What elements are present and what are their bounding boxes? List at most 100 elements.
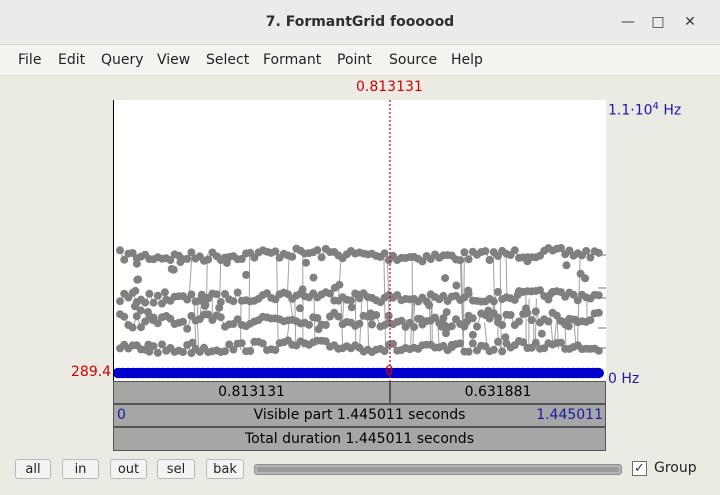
formant-point <box>519 338 528 347</box>
formant-point <box>494 287 502 296</box>
formant-point <box>309 273 318 282</box>
formant-point <box>484 306 493 315</box>
formant-point <box>582 247 591 255</box>
menu-select[interactable]: Select <box>206 52 250 68</box>
formant-point <box>131 286 140 295</box>
formant-point <box>302 258 310 267</box>
formant-point <box>317 253 326 262</box>
visible-end: 1.445011 <box>536 407 603 423</box>
out-button[interactable]: out <box>110 459 147 479</box>
formant-point <box>183 254 192 263</box>
formant-point <box>132 312 141 321</box>
formant-point <box>527 316 536 325</box>
formant-point <box>573 296 582 305</box>
formant-point <box>594 248 603 257</box>
formant-jump-line <box>366 297 370 347</box>
cursor-zero-label: 0 <box>385 364 394 379</box>
formant-point <box>271 247 280 256</box>
formant-point <box>271 346 280 354</box>
left-segment-bar[interactable]: 0.813131 <box>113 381 390 404</box>
y-ticks <box>598 254 606 349</box>
bak-button[interactable]: bak <box>206 459 244 479</box>
formant-point <box>148 316 157 325</box>
formant-point <box>176 258 185 267</box>
bandwidth-point <box>592 367 604 379</box>
formant-point <box>145 289 154 298</box>
formant-point <box>347 296 355 305</box>
formant-point <box>143 308 152 316</box>
visible-part-bar[interactable]: 0 Visible part 1.445011 seconds 1.445011 <box>113 404 606 427</box>
formant-point <box>531 338 540 347</box>
formant-point <box>116 297 124 306</box>
formant-point <box>229 297 238 306</box>
menu-edit[interactable]: Edit <box>58 52 86 68</box>
formant-point <box>237 255 246 263</box>
formant-point <box>586 253 595 262</box>
left-value-label: 289.4 <box>71 364 112 380</box>
formant-plot-svg[interactable] <box>112 100 606 381</box>
formant-point <box>448 343 456 352</box>
close-icon[interactable]: ✕ <box>684 14 696 30</box>
total-duration-bar[interactable]: Total duration 1.445011 seconds <box>113 427 606 451</box>
formant-point <box>335 280 344 289</box>
formant-point <box>506 311 515 319</box>
menu-view[interactable]: View <box>157 52 191 68</box>
formant-point <box>536 286 544 295</box>
horizontal-scrollbar[interactable] <box>254 464 622 475</box>
in-button[interactable]: in <box>62 459 99 479</box>
formant-point <box>166 256 175 265</box>
formant-point <box>431 313 439 322</box>
right-segment-bar[interactable]: 0.631881 <box>390 381 606 404</box>
formant-point <box>120 312 129 321</box>
formant-point <box>153 348 162 357</box>
visible-start: 0 <box>117 407 126 423</box>
menu-query[interactable]: Query <box>101 52 144 68</box>
formant-point <box>442 308 451 317</box>
formant-point <box>314 325 323 334</box>
formant-point <box>515 317 523 326</box>
formant-point <box>442 329 450 338</box>
formant-point <box>355 319 364 328</box>
sel-button[interactable]: sel <box>157 459 195 479</box>
formant-point <box>380 347 389 355</box>
formant-point <box>201 300 210 309</box>
group-checkbox[interactable]: ✓ <box>632 461 647 476</box>
formant-point <box>397 316 406 325</box>
minimize-icon[interactable]: — <box>621 14 635 30</box>
formant-jump-line <box>460 257 464 321</box>
menu-source[interactable]: Source <box>389 52 438 68</box>
formant-point <box>481 247 490 256</box>
formant-point <box>594 346 603 355</box>
formant-point <box>485 314 494 323</box>
menu-point[interactable]: Point <box>337 52 372 68</box>
visible-part-label: Visible part 1.445011 seconds <box>253 407 466 423</box>
formant-point <box>347 303 356 312</box>
formant-point <box>212 290 221 299</box>
formant-point <box>510 246 519 255</box>
formant-point <box>594 291 603 300</box>
formant-point <box>233 315 242 324</box>
formant-point <box>144 340 153 349</box>
formant-point <box>571 316 580 324</box>
menu-help[interactable]: Help <box>451 52 483 68</box>
formant-point <box>425 301 434 310</box>
menu-file[interactable]: File <box>18 52 42 68</box>
formant-point <box>439 314 448 323</box>
formant-point <box>456 339 465 348</box>
menu-formant[interactable]: Formant <box>263 52 322 68</box>
cursor-time-label: 0.813131 <box>356 79 423 95</box>
formant-point <box>463 317 472 326</box>
formant-point <box>355 290 364 299</box>
formant-point <box>326 289 334 298</box>
formant-point <box>204 255 213 264</box>
group-label: Group <box>654 460 697 476</box>
all-button[interactable]: all <box>15 459 51 479</box>
scrollbar-thumb[interactable] <box>257 467 619 472</box>
formant-point <box>132 259 141 268</box>
y-bottom-label: 0 Hz <box>608 371 640 387</box>
formant-point <box>221 347 229 356</box>
maximize-icon[interactable]: □ <box>651 14 665 30</box>
formant-point <box>522 304 530 313</box>
formant-point <box>141 298 150 307</box>
formant-plot[interactable] <box>112 100 606 381</box>
